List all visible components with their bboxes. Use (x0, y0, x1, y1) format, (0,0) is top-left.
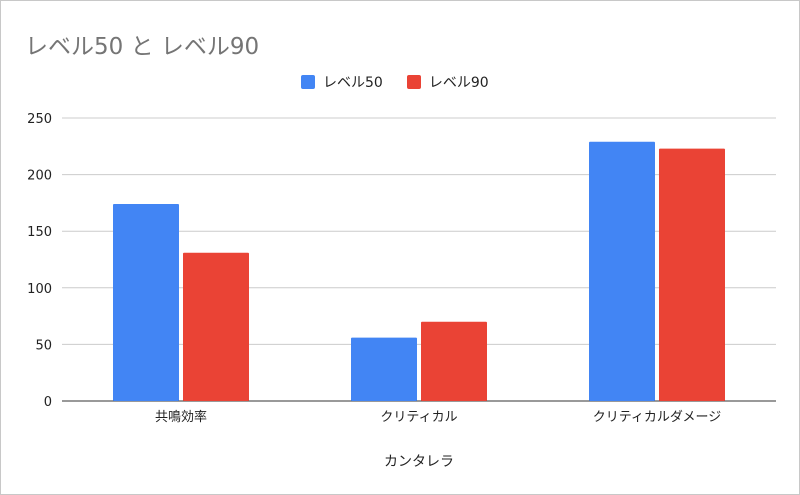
y-tick-label: 0 (44, 395, 52, 410)
legend-label-series-1: レベル50 (323, 75, 383, 91)
y-tick-label: 100 (27, 282, 52, 297)
x-tick-label: 共鳴効率 (155, 409, 207, 425)
y-tick-label: 200 (27, 169, 52, 184)
x-tick-label: クリティカルダメージ (593, 410, 722, 425)
legend-swatch-series-2 (406, 75, 421, 89)
bar-series1-cat1 (113, 204, 179, 401)
x-tick-label: クリティカル (380, 410, 457, 425)
legend-swatch-series-1 (301, 75, 315, 89)
bar-series2-cat2 (421, 321, 487, 401)
bar-series2-cat1 (183, 252, 249, 401)
legend-label-series-2: レベル90 (428, 75, 489, 91)
chart-legend: レベル50 レベル90 (301, 72, 513, 92)
y-tick-label: 250 (27, 112, 52, 127)
legend-item-series-1: レベル50 (301, 72, 383, 92)
y-tick-label: 50 (35, 338, 52, 353)
x-axis-title: カンタレラ (384, 454, 454, 470)
chart-title: レベル50 と レベル90 (25, 34, 260, 60)
y-tick-label: 150 (27, 225, 52, 240)
bar-series1-cat3 (589, 141, 655, 401)
bar-series1-cat2 (351, 337, 417, 401)
legend-item-series-2: レベル90 (406, 72, 489, 92)
bar-series2-cat3 (659, 148, 725, 401)
